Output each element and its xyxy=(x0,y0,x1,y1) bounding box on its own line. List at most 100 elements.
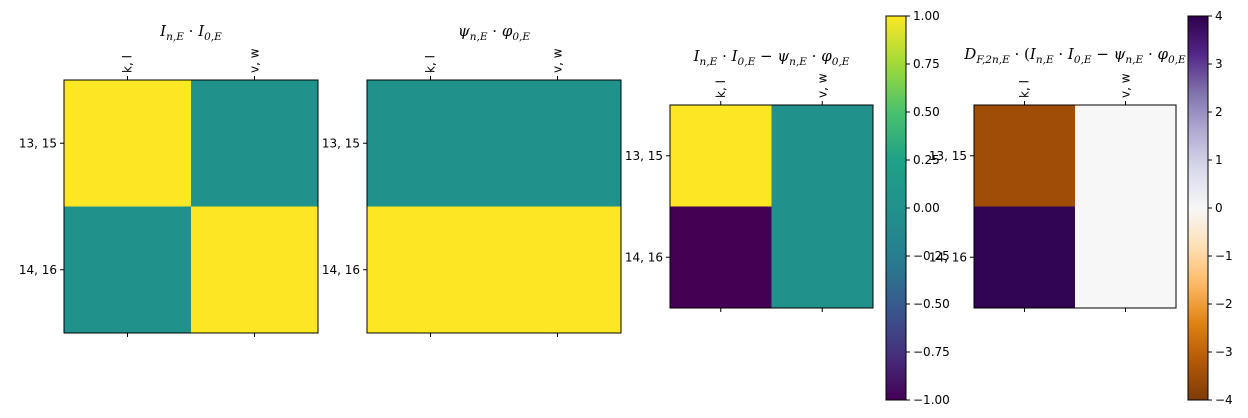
heatmap-cell xyxy=(771,105,874,207)
colorbar-tick-label: −2 xyxy=(1215,297,1233,311)
chart-title-part: · xyxy=(1143,45,1157,63)
colorbar-tick-label: 0.50 xyxy=(913,105,940,119)
colorbar-tick-label: −4 xyxy=(1215,393,1233,407)
chart-title: In,E · I0,E xyxy=(159,22,222,43)
heatmap-cell xyxy=(367,80,495,207)
x-tick-label: k, l xyxy=(424,55,438,73)
chart-title-part: I xyxy=(1067,45,1075,63)
heatmap-cell xyxy=(367,206,495,334)
chart-title-part: 0,E xyxy=(1074,54,1092,66)
chart-title-part: n,E xyxy=(166,31,184,43)
x-tick-label: k, l xyxy=(714,80,728,98)
axes-frame xyxy=(366,79,622,334)
colorbar-tick-label: −0.50 xyxy=(913,297,950,311)
colorbar-tick-label: 3 xyxy=(1215,57,1223,71)
chart-title-part: I xyxy=(1029,45,1037,63)
chart-title: In,E · I0,E − ψn,E · φ0,E xyxy=(693,47,850,68)
y-tick-label: 13, 15 xyxy=(322,136,360,150)
heatmap-panel-2: ψn,E · φ0,E k, l v, w 13, 15 14, 16 xyxy=(322,22,622,337)
chart-title-part: n,E xyxy=(700,56,718,68)
colorbar-tick-label: 0 xyxy=(1215,201,1223,215)
colorbar-tick-label: −0.75 xyxy=(913,345,950,359)
colorbar: 4 3 2 1 0 −1 −2 −3 −4 xyxy=(1187,9,1233,407)
chart-title-part: n,E xyxy=(789,56,807,68)
x-tick-label: v, w xyxy=(1119,73,1133,98)
colorbar-tick-label: 1.00 xyxy=(913,9,940,23)
chart-title-part: φ xyxy=(502,22,513,40)
chart-title: DF,2n,E · (In,E · I0,E − ψn,E · φ0,E xyxy=(963,45,1186,66)
chart-title-part: I xyxy=(197,22,205,40)
colorbar-tick-label: 1 xyxy=(1215,153,1223,167)
heatmap-cell xyxy=(974,206,1076,309)
y-tick-label: 14, 16 xyxy=(625,250,663,264)
heatmap-cell xyxy=(1075,105,1177,207)
colorbar-tick-label: −1.00 xyxy=(913,393,950,407)
colorbar: 1.00 0.75 0.50 0.25 0.00 −0.25 −0.50 −0.75 −1.00 xyxy=(885,9,950,407)
axes-frame xyxy=(63,79,319,334)
chart-title-part: n,E xyxy=(1036,54,1054,66)
y-tick-label: 14, 16 xyxy=(929,250,967,264)
chart-title-part: I xyxy=(693,47,701,65)
chart-title-part: · xyxy=(807,47,821,65)
heatmap-cell xyxy=(670,105,772,207)
heatmap-cell xyxy=(1075,206,1177,309)
chart-title-part: 0,E xyxy=(512,31,530,43)
colorbar-tick-label: 2 xyxy=(1215,105,1223,119)
heatmap-cell xyxy=(974,105,1076,207)
y-tick-label: 13, 15 xyxy=(929,149,967,163)
chart-title-part: φ xyxy=(1158,45,1169,63)
x-tick-label: k, l xyxy=(1018,80,1032,98)
heatmap-cell xyxy=(771,206,874,309)
heatmap-cell xyxy=(64,206,192,334)
heatmap-panel-4: DF,2n,E · (In,E · I0,E − ψn,E · φ0,Ek, l… xyxy=(929,45,1186,312)
chart-title-part: · xyxy=(488,22,502,40)
chart-title-part: ψ xyxy=(1114,45,1126,63)
heatmap-panel-3: In,E · I0,E − ψn,E · φ0,Ek, l v, w13, 151… xyxy=(625,47,874,312)
colorbar-gradient xyxy=(1187,15,1209,401)
chart-title-part: · ( xyxy=(1010,45,1030,63)
chart-title-part: ψ xyxy=(777,47,789,65)
chart-title-part: I xyxy=(159,22,167,40)
colorbar-tick-label: 0.75 xyxy=(913,57,940,71)
heatmap-cell xyxy=(64,80,192,207)
heatmap-cell xyxy=(494,206,622,334)
chart-title-part: I xyxy=(731,47,739,65)
chart-title-part: · xyxy=(1054,45,1068,63)
axes-frame xyxy=(973,104,1177,309)
chart-title-part: n,E xyxy=(1125,54,1143,66)
chart-title-part: 0,E xyxy=(204,31,222,43)
x-tick-label: k, l xyxy=(121,55,135,73)
axes-frame xyxy=(669,104,874,309)
y-tick-label: 14, 16 xyxy=(322,263,360,277)
x-tick-label: v, w xyxy=(551,48,565,73)
colorbar-tick-label: −1 xyxy=(1215,249,1233,263)
colorbar-tick-label: 0.00 xyxy=(913,201,940,215)
heatmap-cell xyxy=(191,206,319,334)
chart-title-part: · xyxy=(184,22,198,40)
heatmap-cell xyxy=(494,80,622,207)
colorbar-gradient xyxy=(885,15,907,401)
chart-title-part: · xyxy=(717,47,731,65)
colorbar-tick-label: −3 xyxy=(1215,345,1233,359)
chart-title-part: 0,E xyxy=(832,56,850,68)
colorbar-tick-label: 0.25 xyxy=(913,153,940,167)
x-tick-label: v, w xyxy=(815,73,829,98)
colorbar-tick-label: −0.25 xyxy=(913,249,950,263)
x-tick-label: v, w xyxy=(248,48,262,73)
chart-title-part: D xyxy=(963,45,976,63)
chart-title-part: F,2n,E xyxy=(975,54,1010,66)
heatmap-cell xyxy=(191,80,319,207)
chart-title-part: − xyxy=(1092,45,1114,63)
chart-title-part: 0,E xyxy=(1168,54,1186,66)
heatmap-cell xyxy=(670,206,772,309)
y-tick-label: 14, 16 xyxy=(19,263,57,277)
chart-title-part: φ xyxy=(821,47,832,65)
chart-title-part: − xyxy=(755,47,777,65)
chart-title: ψn,E · φ0,E xyxy=(458,22,530,43)
chart-title-part: n,E xyxy=(470,31,488,43)
y-tick-label: 13, 15 xyxy=(19,136,57,150)
chart-title-part: ψ xyxy=(458,22,470,40)
colorbar-tick-label: 4 xyxy=(1215,9,1223,23)
